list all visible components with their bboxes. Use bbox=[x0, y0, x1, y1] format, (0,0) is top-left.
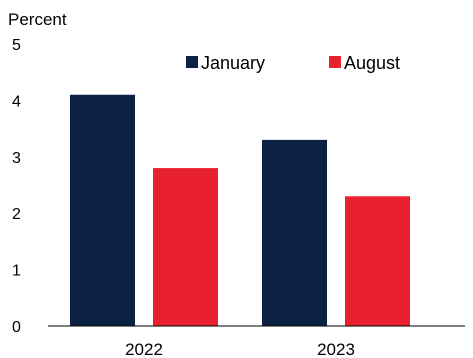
legend-swatch-august bbox=[329, 56, 341, 68]
x-tick-label: 2022 bbox=[125, 340, 163, 358]
legend-label-august: August bbox=[344, 53, 400, 73]
x-axis-ticks: 2022 2023 bbox=[125, 340, 355, 358]
y-axis-label: Percent bbox=[8, 10, 67, 29]
bars bbox=[70, 94, 410, 326]
legend-swatch-january bbox=[186, 56, 198, 68]
y-tick-label: 3 bbox=[12, 150, 21, 167]
x-tick-label: 2023 bbox=[317, 340, 355, 358]
bar-january-2023 bbox=[262, 139, 327, 326]
y-tick-label: 2 bbox=[12, 206, 21, 223]
legend: January August bbox=[186, 53, 400, 73]
y-tick-label: 1 bbox=[12, 263, 21, 280]
y-tick-label: 4 bbox=[12, 93, 21, 110]
bar-august-2022 bbox=[153, 168, 218, 326]
y-axis-ticks: 0 1 2 3 4 5 bbox=[12, 37, 21, 336]
y-tick-label: 5 bbox=[12, 37, 21, 54]
bar-august-2023 bbox=[345, 196, 410, 326]
legend-label-january: January bbox=[201, 53, 265, 73]
y-tick-label: 0 bbox=[12, 319, 21, 336]
bar-january-2022 bbox=[70, 94, 135, 326]
